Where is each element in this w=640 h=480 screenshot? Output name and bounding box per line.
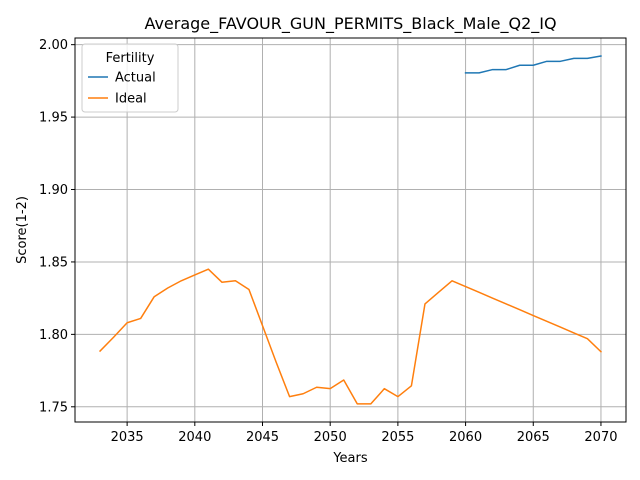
y-tick-label: 1.75 <box>39 400 68 415</box>
chart-title: Average_FAVOUR_GUN_PERMITS_Black_Male_Q2… <box>144 14 556 34</box>
legend-label-ideal: Ideal <box>115 92 147 107</box>
y-tick-label: 1.90 <box>39 183 68 198</box>
y-tick-label: 2.00 <box>39 38 68 53</box>
x-tick-label: 2060 <box>449 430 482 445</box>
legend-title: Fertility <box>106 51 155 66</box>
grid-lines <box>75 38 626 422</box>
series-line-ideal <box>98 268 603 405</box>
axis-ticks: 2035 2040 2045 2050 2055 2060 2065 2070 1.75 1.80… <box>39 38 617 445</box>
legend: Fertility Actual Ideal <box>81 43 179 113</box>
x-tick-label: 2040 <box>178 430 211 445</box>
legend-box <box>81 43 179 113</box>
x-axis-label: Years <box>332 451 368 466</box>
x-tick-label: 2070 <box>584 430 617 445</box>
series-lines <box>98 55 603 405</box>
y-tick-label: 1.80 <box>39 328 68 343</box>
x-tick-label: 2045 <box>246 430 279 445</box>
y-tick-label: 1.95 <box>39 111 68 126</box>
x-tick-label: 2055 <box>381 430 414 445</box>
y-axis-label: Score(1-2) <box>15 196 30 264</box>
x-tick-label: 2035 <box>111 430 144 445</box>
plot-frame <box>74 37 627 423</box>
x-tick-label: 2065 <box>517 430 550 445</box>
x-tick-label: 2050 <box>314 430 347 445</box>
y-tick-label: 1.85 <box>39 255 68 270</box>
legend-label-actual: Actual <box>115 71 156 86</box>
series-line-actual <box>464 55 602 74</box>
legend-entries: Actual Ideal <box>88 71 156 107</box>
